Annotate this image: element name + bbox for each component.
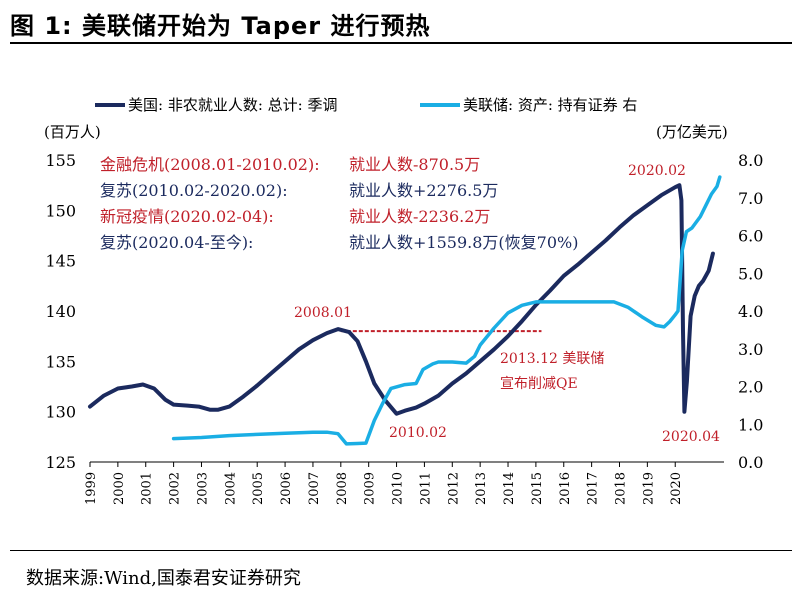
axes: 125 130 135 140 145 150 155 0.0 1.0 2.0 3.0 4.0 5.0 6… (45, 151, 763, 505)
annotation-value-recovery2: 就业人数+1559.8万(恢复70%) (349, 233, 578, 252)
annotation-box: 金融危机(2008.01-2010.02): 就业人数-870.5万 复苏(20… (100, 155, 578, 252)
taper-label-line1: 2013.12 美联储 (500, 351, 604, 367)
x-tick-label: 2012 (446, 472, 461, 505)
series-line-securities (171, 175, 722, 446)
x-tick-label: 2013 (474, 472, 489, 505)
x-tick-label: 2002 (168, 472, 183, 505)
right-tick-label: 6.0 (738, 227, 763, 246)
series-group (88, 175, 722, 446)
x-tick-label: 2015 (530, 472, 545, 505)
x-tick-label: 2003 (195, 472, 210, 505)
x-tick-label: 2019 (641, 472, 656, 505)
x-tick-label: 2000 (112, 472, 127, 505)
point-label-2020-04: 2020.04 (662, 429, 720, 445)
left-tick-label: 130 (45, 403, 76, 422)
left-tick-label: 155 (45, 151, 76, 170)
left-tick-label: 150 (45, 201, 76, 220)
legend-label-employment: 美国: 非农就业人数: 总计: 季调 (128, 96, 337, 114)
right-tick-label: 1.0 (738, 415, 763, 434)
source-rule (10, 550, 792, 551)
annotation-label-recovery2: 复苏(2020.04-至今): (100, 233, 253, 252)
annotation-value-crisis: 就业人数-870.5万 (349, 155, 480, 174)
chart-title: 图 1: 美联储开始为 Taper 进行预热 (10, 12, 431, 40)
left-tick-label: 140 (45, 302, 76, 321)
x-tick-label: 2009 (363, 472, 378, 505)
source-note: 数据来源:Wind,国泰君安证券研究 (26, 568, 301, 589)
x-tick-label: 2008 (335, 472, 350, 505)
right-tick-label: 3.0 (738, 340, 763, 359)
right-tick-label: 4.0 (738, 302, 763, 321)
x-tick-label: 2016 (558, 472, 573, 505)
series-line-employment (88, 183, 715, 416)
x-tick-label: 2004 (223, 472, 238, 505)
annotation-label-covid: 新冠疫情(2020.02-04): (100, 207, 274, 226)
x-tick-label: 1999 (84, 472, 99, 505)
line-chart: 美国: 非农就业人数: 总计: 季调 美联储: 资产: 持有证券 右 (百万人)… (44, 96, 763, 505)
point-label-2020-02: 2020.02 (628, 163, 686, 179)
annotation-label-crisis: 金融危机(2008.01-2010.02): (100, 155, 320, 174)
x-tick-label: 2017 (586, 472, 601, 505)
left-tick-label: 145 (45, 252, 76, 271)
point-label-2008-01: 2008.01 (294, 305, 352, 321)
x-tick-label: 2020 (669, 472, 684, 505)
x-tick-label: 2001 (140, 472, 155, 505)
x-tick-label: 2007 (307, 472, 322, 505)
left-tick-label: 135 (45, 352, 76, 371)
x-tick-label: 2018 (613, 472, 628, 505)
right-tick-label: 0.0 (738, 453, 763, 472)
point-label-2010-02: 2010.02 (389, 425, 447, 441)
taper-label-line2: 宣布削减QE (500, 376, 578, 392)
annotation-value-recovery1: 就业人数+2276.5万 (349, 181, 498, 200)
x-tick-label: 2006 (279, 472, 294, 505)
x-tick-label: 2011 (418, 472, 433, 505)
title-rule (10, 42, 792, 44)
left-axis-unit: (百万人) (44, 123, 101, 141)
x-tick-label: 2010 (391, 472, 406, 505)
right-tick-label: 5.0 (738, 264, 763, 283)
right-tick-label: 7.0 (738, 189, 763, 208)
left-tick-label: 125 (45, 453, 76, 472)
annotation-value-covid: 就业人数-2236.2万 (349, 207, 490, 226)
right-tick-label: 2.0 (738, 378, 763, 397)
right-tick-label: 8.0 (738, 151, 763, 170)
x-tick-label: 2005 (251, 472, 266, 505)
x-tick-label: 2014 (502, 472, 517, 505)
legend: 美国: 非农就业人数: 总计: 季调 美联储: 资产: 持有证券 右 (95, 96, 637, 114)
right-axis-unit: (万亿美元) (656, 123, 728, 141)
annotation-label-recovery1: 复苏(2010.02-2020.02): (100, 181, 288, 200)
legend-label-securities: 美联储: 资产: 持有证券 右 (463, 96, 637, 114)
